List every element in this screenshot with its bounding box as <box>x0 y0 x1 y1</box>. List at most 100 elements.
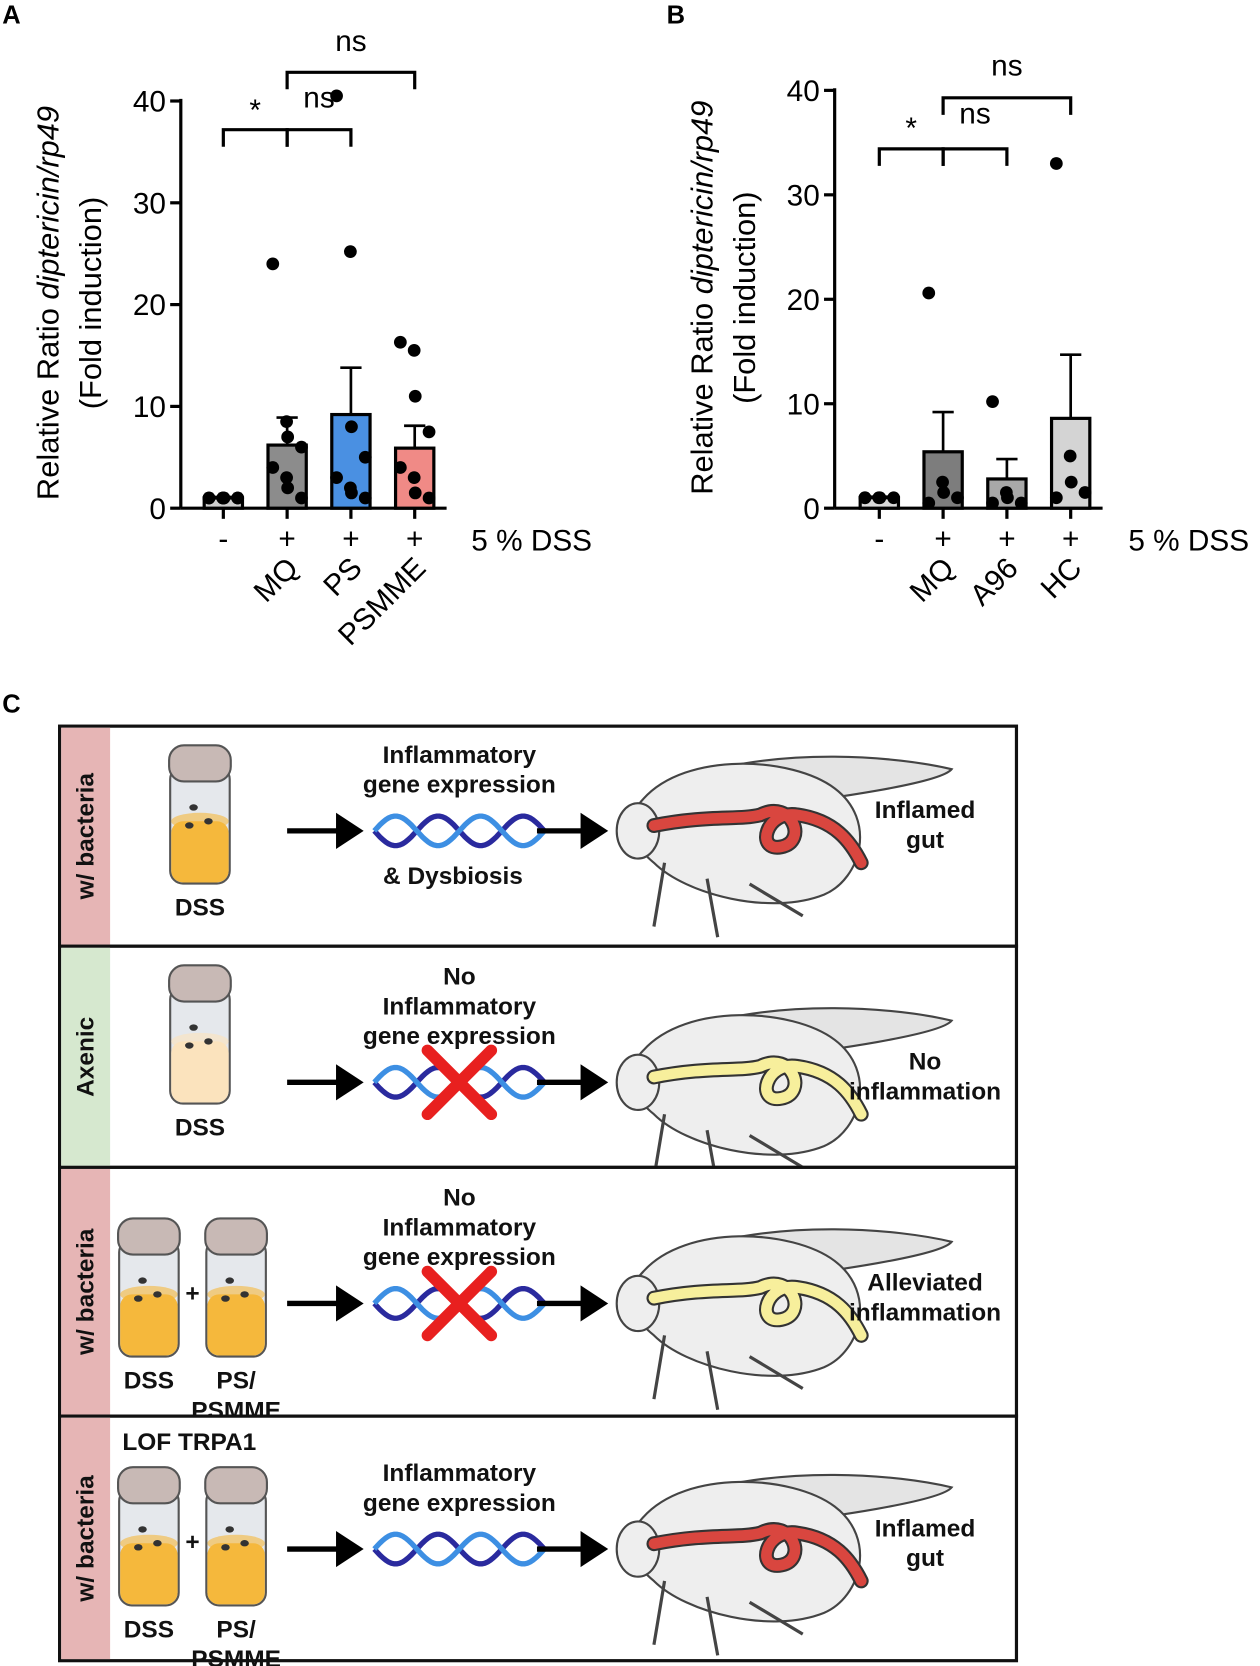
data-point <box>422 491 436 505</box>
y-tick-label: 0 <box>803 493 820 526</box>
effect-label: gene expression <box>363 772 556 799</box>
y-axis-label-part: Relative Ratio <box>31 300 66 500</box>
significance-bracket <box>285 70 417 90</box>
fly-legs <box>652 1580 804 1656</box>
row-note: LOF TRPA1 <box>122 1429 256 1456</box>
data-point <box>1001 491 1014 505</box>
significance-label: * <box>905 112 917 145</box>
y-tick-label: 30 <box>133 187 166 220</box>
x-tick-label: + <box>342 523 359 556</box>
vial-medium-top <box>120 1285 178 1303</box>
y-tick-label: 20 <box>787 284 820 317</box>
outcome-label: inflammation <box>849 1078 1001 1105</box>
fly-legs <box>652 862 804 938</box>
vial-medium-top <box>207 1534 265 1552</box>
block-cross <box>421 1044 498 1121</box>
data-point <box>280 471 293 485</box>
group-label: A96 <box>964 551 1025 612</box>
data-point <box>280 415 293 429</box>
vial-label: PS/ <box>216 1616 256 1643</box>
effect-note: & Dysbiosis <box>383 863 523 890</box>
fly-icon <box>134 1544 143 1551</box>
row-side <box>61 1168 111 1415</box>
fly-icon <box>189 804 198 811</box>
arrow-head <box>580 1285 609 1322</box>
vial-medium-top <box>171 1032 229 1050</box>
arrow-head <box>336 1530 364 1568</box>
significance-bracket <box>877 147 945 166</box>
y-tick-label: 40 <box>787 75 820 108</box>
vial-label: DSS <box>124 1368 174 1395</box>
data-point <box>393 335 407 349</box>
y-axis-label-part: Relative Ratio <box>684 294 719 494</box>
outcome-label: Inflamed <box>875 1515 975 1542</box>
outcome-label: gut <box>906 1545 944 1572</box>
data-point <box>266 461 280 474</box>
effect-label: gene expression <box>363 1023 556 1050</box>
error-bar <box>404 424 426 449</box>
fly-icon <box>221 1544 230 1551</box>
data-point <box>951 491 964 505</box>
y-tick-label: 30 <box>787 179 820 212</box>
vial-medium <box>207 1294 265 1356</box>
data-point <box>358 491 372 505</box>
row-side <box>61 727 111 945</box>
block-cross <box>421 1265 498 1342</box>
fly-drawing <box>615 1007 954 1189</box>
data-point <box>937 486 951 499</box>
vial-plug <box>168 744 232 783</box>
x-tick-label: - <box>874 523 884 556</box>
error-bar <box>932 410 954 452</box>
data-point <box>858 491 872 505</box>
data-point <box>330 89 343 103</box>
data-point <box>345 420 358 434</box>
vial-medium-top <box>171 812 229 830</box>
outcome-label: gut <box>906 827 944 854</box>
significance-bracket <box>941 147 1009 166</box>
significance-label: ns <box>959 97 990 130</box>
x-tick-label: + <box>406 523 423 556</box>
arrow-head <box>336 812 364 849</box>
fly-drawing <box>615 1473 954 1656</box>
vial-medium-top <box>120 1534 178 1552</box>
data-point <box>231 491 245 505</box>
vial-plug <box>168 964 232 1003</box>
significance-label: ns <box>303 81 334 114</box>
x-tick-label: + <box>934 523 951 556</box>
y-axis-label: Relative Ratio diptericin/rp49 <box>31 106 66 500</box>
fly-icon <box>185 1042 194 1049</box>
vial-medium <box>171 821 229 883</box>
y-axis-label-part: diptericin/rp49 <box>31 106 66 300</box>
dna-strand <box>372 813 547 849</box>
fly-icon <box>221 1295 230 1302</box>
y-axis-label: Relative Ratio diptericin/rp49 <box>684 101 719 495</box>
vial-medium <box>120 1294 178 1356</box>
data-point <box>408 389 422 403</box>
data-point <box>344 245 357 259</box>
effect-label: Inflammatory <box>383 1460 537 1487</box>
fly-icon <box>138 1277 147 1284</box>
data-point <box>873 491 887 505</box>
fly-drawing <box>615 755 954 938</box>
fly-icon <box>204 1038 213 1045</box>
data-point <box>922 286 936 300</box>
data-point <box>281 481 295 495</box>
row-side-label: w/ bacteria <box>73 773 100 901</box>
data-point <box>266 257 280 271</box>
fly-icon <box>153 1540 162 1547</box>
error-bar <box>340 366 362 415</box>
significance-label: ns <box>335 25 366 58</box>
row-side <box>61 1417 111 1660</box>
x-axis-label: 5 % DSS <box>1128 525 1249 558</box>
fly-gut-fill <box>648 1057 867 1120</box>
outcome-label: inflammation <box>849 1299 1001 1326</box>
arrow-head <box>580 1064 609 1101</box>
row-side-label: w/ bacteria <box>73 1228 100 1356</box>
error-bar <box>1060 353 1082 419</box>
effect-label: gene expression <box>363 1244 556 1271</box>
fly-icon <box>134 1295 143 1302</box>
effect-label: Inflammatory <box>383 1214 537 1241</box>
fly-gut-fill <box>648 806 867 869</box>
data-point <box>358 450 372 464</box>
